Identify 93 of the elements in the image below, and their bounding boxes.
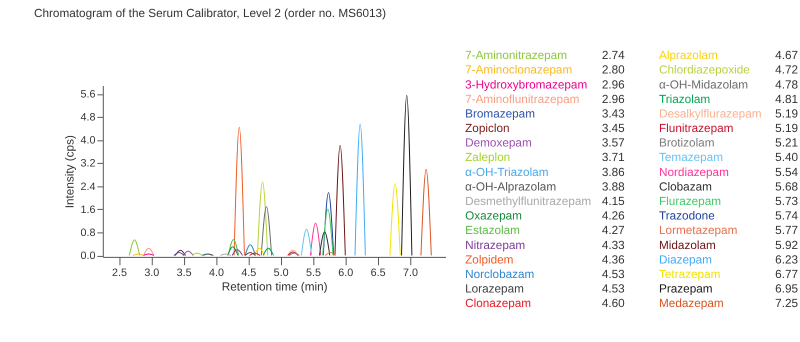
text: 2.96 <box>602 78 626 92</box>
text: Prazepam <box>658 282 713 296</box>
text: Flurazepam <box>658 194 722 208</box>
text: 5.77 <box>775 224 798 238</box>
x-tick-label: 6.0 <box>338 266 354 279</box>
text: Zolpidem <box>465 253 514 266</box>
text: Clobazam <box>658 180 712 194</box>
text: Zopiclon <box>465 122 510 136</box>
text: 4.27 <box>602 224 625 238</box>
text: α-OH-Alprazolam <box>465 180 556 194</box>
text: 6.95 <box>775 282 798 296</box>
text: 5.74 <box>775 210 798 223</box>
text: Tetrazepam <box>658 268 721 281</box>
x-tick-label: 6.5 <box>370 266 386 279</box>
text: Diazepam <box>658 253 712 266</box>
text: 4.33 <box>602 238 626 252</box>
text: Lorazepam <box>465 282 524 296</box>
text: 5.54 <box>775 166 798 179</box>
text: α-OH-Triazolam <box>465 166 549 179</box>
y-tick-label: 4.8 <box>80 112 96 124</box>
x-tick-label: 3.5 <box>176 266 192 279</box>
text: 4.67 <box>775 49 798 62</box>
text: 7-Aminoflunitrazepam <box>465 92 580 106</box>
text: 4.72 <box>775 64 798 77</box>
text: Brotizolam <box>658 136 715 150</box>
text: Estazolam <box>465 224 520 238</box>
text: 2.96 <box>602 92 626 106</box>
y-tick-label: 5.6 <box>80 88 96 101</box>
x-tick-label: 2.5 <box>112 266 127 279</box>
text: Nitrazepam <box>465 238 526 252</box>
text: Clonazepam <box>465 297 532 310</box>
text: 4.53 <box>602 268 626 281</box>
text: 4.81 <box>775 92 798 106</box>
text: Norclobazam <box>465 268 535 281</box>
text: 7.25 <box>775 297 798 310</box>
text: 4.36 <box>602 253 626 266</box>
text: 7-Aminoclonazepam <box>465 64 572 77</box>
chart-title: Chromatogram of the Serum Calibrator, Level 2 (order no. MS6013) <box>34 6 386 20</box>
x-tick-label: 5.0 <box>274 266 289 279</box>
text: α-OH-Midazolam <box>658 78 748 92</box>
text: Demoxepam <box>465 136 532 150</box>
text: 4.26 <box>602 210 626 223</box>
text: 3.86 <box>602 166 626 179</box>
text: 2.74 <box>602 49 626 62</box>
text: Medazepam <box>658 297 724 310</box>
text: 6.23 <box>775 253 798 266</box>
text: Trazodone <box>658 210 716 223</box>
text: 4.78 <box>775 78 798 92</box>
text: 3.88 <box>602 180 626 194</box>
text: Oxazepam <box>465 210 522 223</box>
text: 4.53 <box>602 282 626 296</box>
text: 3.43 <box>602 107 626 120</box>
text: Chlordiazepoxide <box>658 64 750 77</box>
text: 4.60 <box>602 297 626 310</box>
y-tick-label: 4.0 <box>80 134 96 147</box>
text: 5.40 <box>775 151 798 164</box>
text: Desmethylflunitrazepam <box>465 194 592 208</box>
text: Temazepam <box>658 151 724 164</box>
text: Desalkylflurazepam <box>658 107 762 120</box>
text: Zaleplon <box>465 151 510 164</box>
x-tick-label: 4.5 <box>241 266 256 279</box>
x-axis-title: Retention time (min) <box>222 280 328 294</box>
text: 5.21 <box>775 136 798 150</box>
text: 5.92 <box>775 238 798 252</box>
text: 3.45 <box>602 122 626 136</box>
x-tick-label: 5.5 <box>306 266 321 279</box>
text: Bromazepam <box>465 107 536 120</box>
text: 3.71 <box>602 151 625 164</box>
text: 5.19 <box>775 122 798 136</box>
text: Nordiazepam <box>658 166 730 179</box>
text: Alprazolam <box>658 49 718 62</box>
text: 6.77 <box>775 268 798 281</box>
text: Flunitrazepam <box>658 122 734 136</box>
text: Midazolam <box>658 238 716 252</box>
x-tick-label: 4.0 <box>208 266 224 279</box>
text: 3.57 <box>602 136 625 150</box>
text: 2.80 <box>602 64 626 77</box>
y-tick-label: 0.0 <box>80 250 96 262</box>
text: 4.15 <box>602 194 626 208</box>
text: 7-Aminonitrazepam <box>465 49 568 62</box>
y-tick-label: 1.6 <box>80 204 96 216</box>
x-tick-label: 7.0 <box>402 266 418 279</box>
text: 5.19 <box>775 107 798 120</box>
y-axis-title: Intensity (cps) <box>64 135 77 208</box>
y-tick-label: 2.4 <box>80 180 96 193</box>
text: 3-Hydroxybromazepam <box>465 78 588 92</box>
x-tick-label: 3.0 <box>144 266 160 279</box>
text: 5.73 <box>775 194 798 208</box>
y-tick-label: 0.8 <box>80 226 96 239</box>
text: Lormetazepam <box>658 224 738 238</box>
text: Triazolam <box>658 92 710 106</box>
y-tick-label: 3.2 <box>80 158 96 170</box>
text: 5.68 <box>775 180 798 194</box>
